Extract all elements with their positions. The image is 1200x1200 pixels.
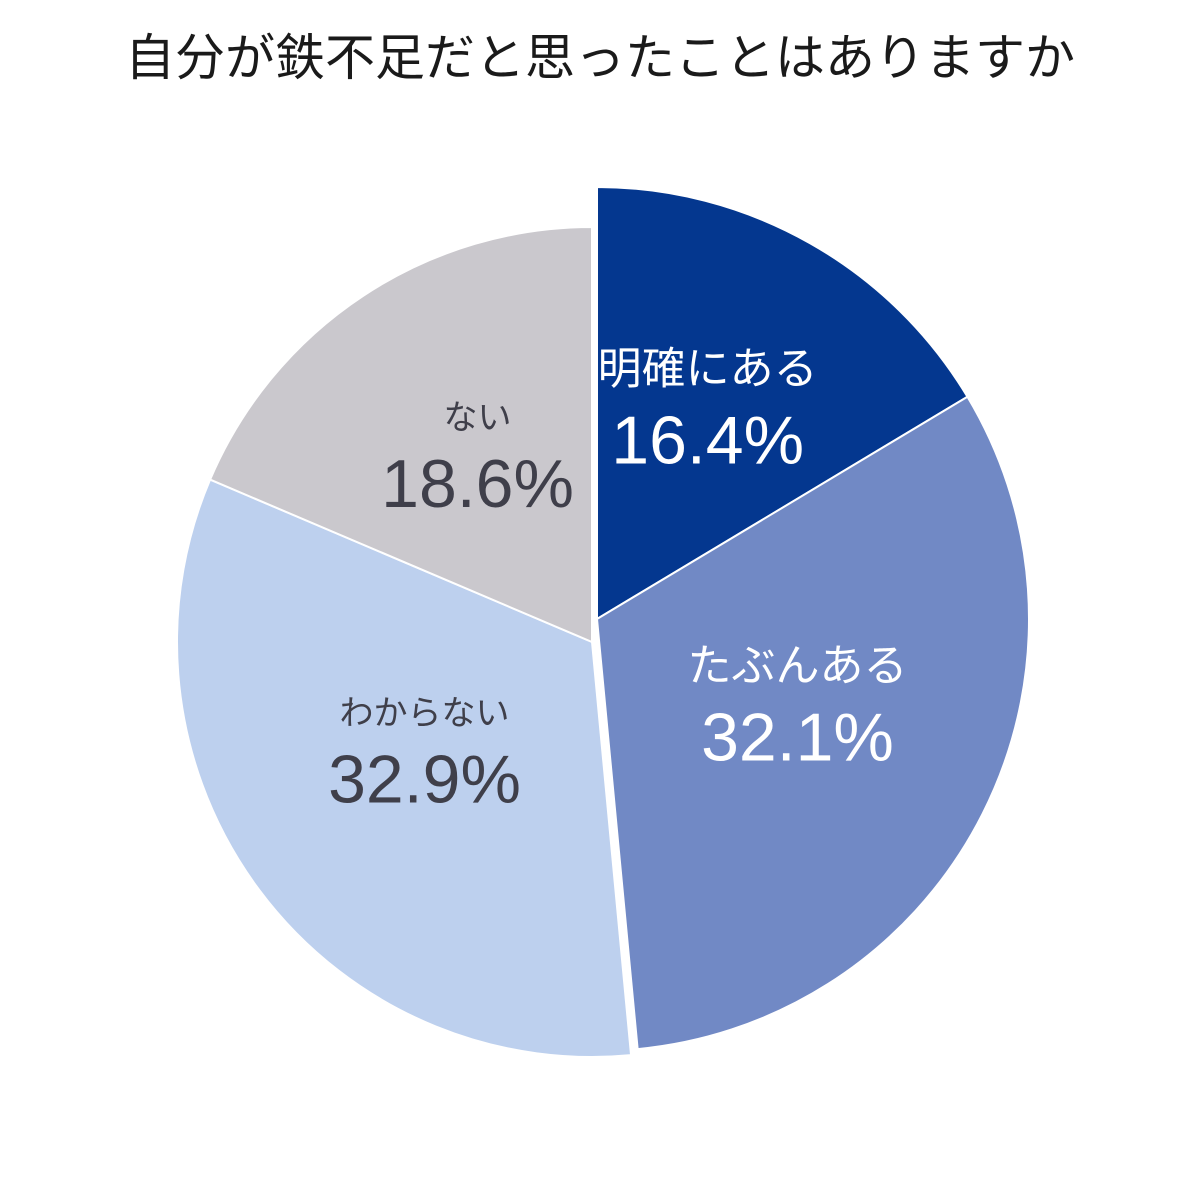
slice-label-2: たぶんある (687, 640, 907, 691)
slice-label-4: ない (444, 398, 512, 438)
pie-slice-1 (596, 185, 969, 621)
slice-value-4: 18.6% (381, 446, 574, 522)
pie-labels: 明確にある 16.4% たぶんある 32.1% わからない 32.9% ない 18.6% (328, 344, 907, 818)
pie-slice-2 (595, 395, 1030, 1051)
slice-value-1: 16.4% (611, 403, 804, 479)
pie-slice-4 (208, 225, 593, 644)
pie-slices (176, 185, 1030, 1058)
slice-label-1: 明確にある (598, 344, 818, 395)
pie-slice-3 (176, 478, 633, 1058)
slice-value-3: 32.9% (328, 741, 521, 817)
slice-label-3: わからない (340, 693, 510, 733)
slice-value-2: 32.1% (701, 699, 894, 775)
chart-title: 自分が鉄不足だと思ったことはありますか (125, 29, 1075, 87)
